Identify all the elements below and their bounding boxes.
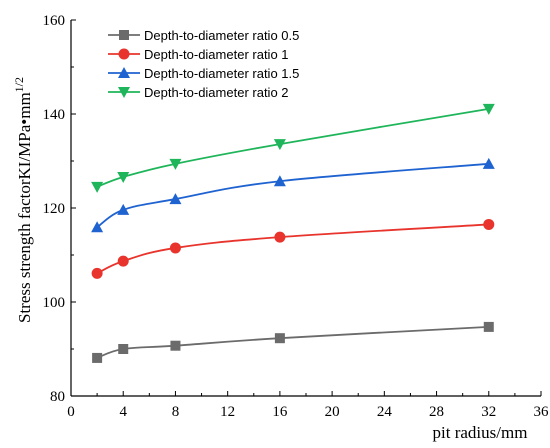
data-point — [273, 139, 286, 151]
series-2 — [91, 218, 495, 279]
y-tick-label: 160 — [43, 13, 66, 29]
x-tick-label: 24 — [377, 404, 393, 420]
data-point — [482, 103, 495, 115]
x-tick-label: 8 — [172, 404, 180, 420]
legend-label: Depth-to-diameter ratio 2 — [144, 85, 289, 100]
data-point — [483, 321, 494, 332]
x-tick-label: 36 — [534, 404, 550, 420]
legend-marker — [118, 87, 130, 98]
data-point — [170, 340, 181, 351]
data-point — [274, 333, 285, 344]
legend-entry: Depth-to-diameter ratio 2 — [108, 85, 289, 100]
series-line — [96, 326, 489, 359]
data-point — [117, 255, 129, 267]
x-axis-title: pit radius/mm — [433, 423, 528, 442]
legend-label: Depth-to-diameter ratio 0.5 — [144, 28, 299, 43]
legend-label: Depth-to-diameter ratio 1.5 — [144, 66, 299, 81]
data-point — [273, 175, 286, 187]
data-point — [169, 193, 182, 205]
series-layer — [91, 103, 495, 363]
data-point — [92, 352, 103, 363]
legend-entry: Depth-to-diameter ratio 0.5 — [108, 28, 299, 43]
data-point — [91, 181, 104, 193]
y-axis-title-main: Stress strength factorKI/MPa•mm — [15, 92, 34, 323]
x-tick-label: 20 — [325, 404, 340, 420]
legend: Depth-to-diameter ratio 0.5 Depth-to-diam… — [108, 28, 299, 100]
x-tick-label: 28 — [429, 404, 444, 420]
data-point — [169, 242, 181, 254]
legend-label: Depth-to-diameter ratio 1 — [144, 47, 289, 62]
data-point — [118, 344, 129, 354]
data-point — [91, 221, 104, 233]
y-tick-label: 120 — [43, 201, 66, 217]
legend-entry: Depth-to-diameter ratio 1.5 — [108, 66, 299, 81]
series-line — [96, 223, 489, 275]
plot-frame — [70, 20, 541, 397]
x-tick-label: 12 — [220, 404, 235, 420]
series-3 — [91, 157, 495, 233]
legend-entry: Depth-to-diameter ratio 1 — [108, 47, 289, 62]
series-line — [96, 162, 489, 229]
legend-marker — [118, 48, 130, 60]
x-tick-label: 16 — [272, 404, 288, 420]
y-tick-label: 80 — [50, 389, 65, 405]
data-point — [483, 218, 495, 230]
data-point — [482, 157, 495, 169]
y-tick-label: 140 — [43, 107, 66, 123]
x-tick-label: 0 — [67, 404, 75, 420]
legend-marker — [119, 30, 129, 40]
x-tick-label: 32 — [481, 404, 496, 420]
data-point — [117, 203, 130, 215]
y-axis-title-superscript: 1/2 — [12, 77, 26, 92]
series-1 — [92, 321, 494, 363]
data-point — [91, 267, 103, 279]
data-point — [274, 231, 286, 243]
data-point — [169, 158, 182, 170]
x-tick-label: 4 — [119, 404, 127, 420]
y-axis-title: Stress strength factorKI/MPa•mm1/2 — [12, 77, 34, 323]
y-tick-label: 100 — [43, 295, 66, 311]
axis-ticks: 0 4 8 12 16 20 24 28 32 36 80 100 120 140 160 — [43, 13, 550, 420]
series-line — [96, 107, 489, 188]
data-point — [117, 171, 130, 183]
legend-marker — [118, 67, 130, 78]
series-4 — [91, 103, 495, 193]
